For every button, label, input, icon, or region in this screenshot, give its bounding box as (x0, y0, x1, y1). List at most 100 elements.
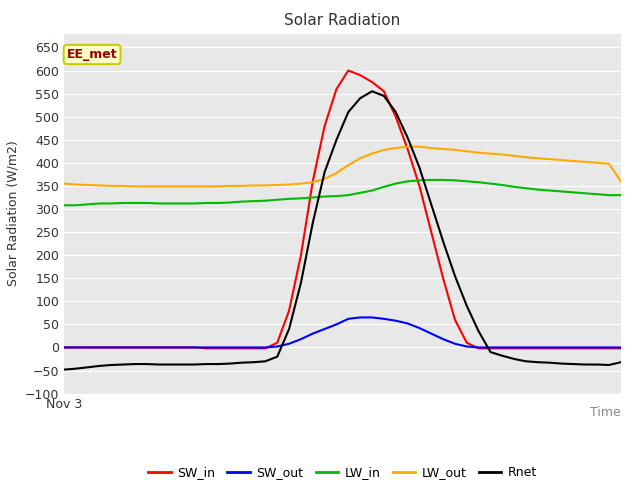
SW_in (309, 179, 317, 184)
SW_out (108, 345, 115, 350)
Rnet (143, 361, 151, 367)
SW_out (546, 345, 554, 350)
SW_out (380, 316, 388, 322)
LW_out (546, 156, 554, 162)
Line: SW_in: SW_in (64, 71, 621, 348)
LW_out (475, 150, 483, 156)
Rnet (96, 363, 104, 369)
LW_out (534, 156, 541, 161)
LW_out (297, 180, 305, 186)
Rnet (155, 361, 163, 367)
Rnet (581, 361, 589, 367)
LW_out (60, 180, 68, 186)
LW_out (439, 146, 447, 152)
LW_out (499, 152, 506, 157)
LW_in (593, 192, 601, 197)
Rnet (605, 362, 612, 368)
Rnet (557, 361, 565, 367)
SW_in (273, 340, 281, 346)
Rnet (60, 367, 68, 372)
Rnet (321, 169, 328, 175)
Rnet (428, 202, 435, 207)
SW_in (570, 346, 577, 351)
SW_in (297, 252, 305, 258)
SW_in (392, 114, 399, 120)
LW_in (108, 201, 115, 206)
LW_out (84, 182, 92, 188)
SW_in (321, 123, 328, 129)
SW_in (581, 346, 589, 351)
LW_out (143, 183, 151, 189)
SW_out (486, 345, 494, 350)
SW_in (108, 345, 115, 350)
LW_in (273, 197, 281, 203)
LW_out (96, 182, 104, 188)
LW_in (214, 200, 222, 206)
LW_in (96, 201, 104, 206)
LW_out (451, 147, 459, 153)
Rnet (546, 360, 554, 366)
LW_in (321, 193, 328, 199)
Rnet (285, 326, 293, 332)
LW_out (333, 170, 340, 176)
LW_out (202, 183, 210, 189)
SW_in (285, 308, 293, 313)
LW_out (167, 183, 175, 189)
SW_in (72, 345, 80, 350)
SW_in (428, 229, 435, 235)
LW_in (581, 191, 589, 196)
SW_in (226, 346, 234, 351)
LW_out (415, 144, 423, 150)
SW_in (605, 346, 612, 351)
SW_out (167, 345, 175, 350)
Rnet (356, 96, 364, 101)
LW_in (475, 180, 483, 185)
LW_out (250, 182, 257, 188)
Line: Rnet: Rnet (64, 91, 621, 370)
SW_out (475, 345, 483, 350)
LW_out (285, 181, 293, 187)
LW_in (309, 194, 317, 200)
SW_out (522, 345, 530, 350)
SW_in (463, 340, 470, 346)
Rnet (439, 239, 447, 244)
SW_out (238, 345, 246, 350)
SW_out (297, 336, 305, 342)
Rnet (333, 137, 340, 143)
SW_out (179, 345, 186, 350)
LW_in (570, 190, 577, 195)
Rnet (84, 364, 92, 370)
SW_in (238, 346, 246, 351)
LW_in (499, 182, 506, 188)
Rnet (415, 165, 423, 170)
Rnet (214, 361, 222, 367)
Rnet (486, 349, 494, 355)
SW_in (499, 346, 506, 351)
LW_in (463, 179, 470, 184)
SW_out (392, 318, 399, 324)
LW_out (463, 148, 470, 154)
LW_out (321, 176, 328, 182)
SW_in (250, 346, 257, 351)
Rnet (179, 361, 186, 367)
SW_in (333, 86, 340, 92)
LW_out (120, 183, 127, 189)
LW_out (581, 159, 589, 165)
LW_out (273, 182, 281, 188)
Rnet (463, 303, 470, 309)
Line: LW_out: LW_out (64, 147, 621, 186)
SW_in (486, 346, 494, 351)
SW_out (451, 341, 459, 347)
LW_out (72, 181, 80, 187)
SW_in (368, 79, 376, 85)
LW_out (522, 155, 530, 160)
SW_in (143, 345, 151, 350)
Rnet (510, 356, 518, 362)
Text: Time: Time (590, 406, 621, 419)
SW_out (557, 345, 565, 350)
LW_out (191, 183, 198, 189)
Rnet (534, 360, 541, 365)
SW_in (262, 346, 269, 351)
LW_in (285, 196, 293, 202)
LW_out (593, 160, 601, 166)
